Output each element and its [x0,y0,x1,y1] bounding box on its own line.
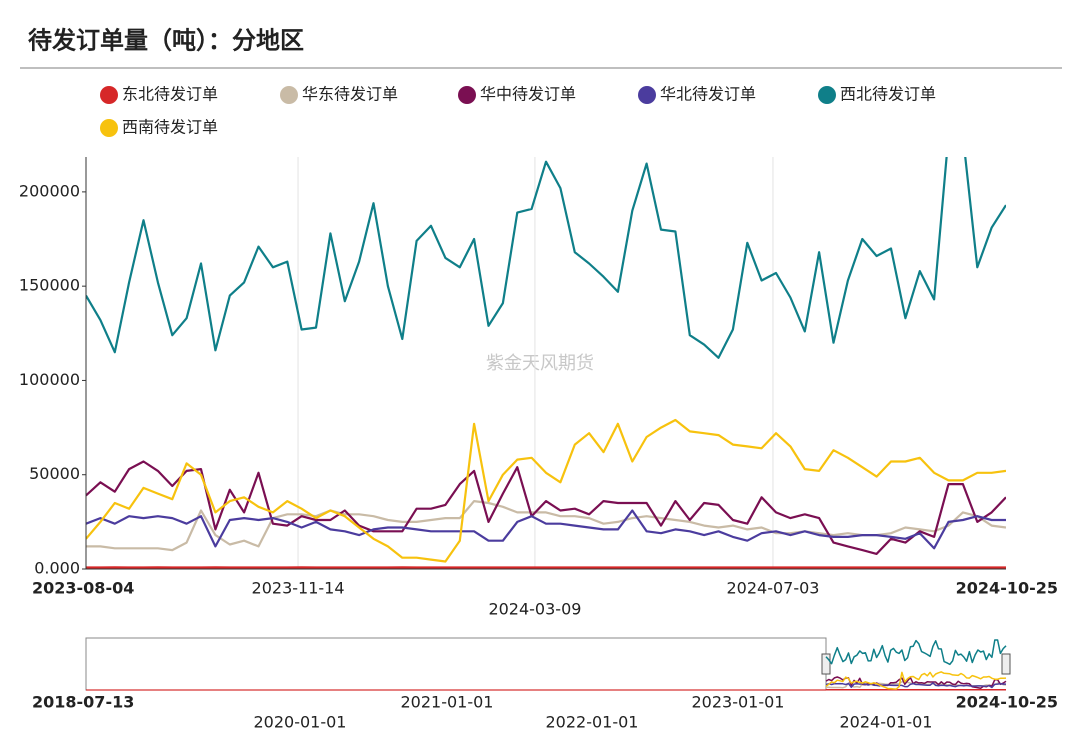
legend-label: 华中待发订单 [480,85,576,104]
legend-marker [100,119,118,137]
navigator-tick-label: 2018-07-13 [32,693,134,712]
series-line [86,511,1006,549]
legend-label: 华东待发订单 [302,85,398,104]
legend-label: 华北待发订单 [660,85,756,104]
navigator-tick-label: 2024-01-01 [840,713,933,732]
navigator [86,638,1010,690]
legend-marker [458,86,476,104]
legend-marker [100,86,118,104]
x-tick-label: 2023-11-14 [252,579,345,598]
navigator-tick-label: 2021-01-01 [401,693,494,712]
legend-marker [280,86,298,104]
y-tick-label: 50000 [29,464,80,483]
legend-label: 东北待发订单 [122,85,218,104]
x-tick-label: 2024-10-25 [956,579,1058,598]
x-tick-label: 2024-03-09 [488,600,581,619]
x-tick-label: 2023-08-04 [32,579,134,598]
series-line [86,135,1006,357]
legend-marker [638,86,656,104]
navigator-tick-label: 2024-10-25 [956,693,1058,712]
navigator-tick-label: 2020-01-01 [254,713,347,732]
y-tick-label: 100000 [19,370,80,389]
legend-marker [818,86,836,104]
y-tick-label: 200000 [19,181,80,200]
navigator-mask [86,638,826,690]
legend-label: 西南待发订单 [122,118,218,137]
series-line [826,640,1006,664]
navigator-tick-label: 2022-01-01 [546,713,639,732]
chart-title: 待发订单量（吨）：分地区 [28,26,304,55]
legend-label: 西北待发订单 [840,85,936,104]
y-tick-label: 0.000 [34,559,80,578]
x-tick-label: 2024-07-03 [726,579,819,598]
navigator-tick-label: 2023-01-01 [692,693,785,712]
navigator-handle[interactable] [1002,654,1010,674]
watermark: 紫金天风期货 [486,353,594,374]
y-tick-label: 150000 [19,276,80,295]
